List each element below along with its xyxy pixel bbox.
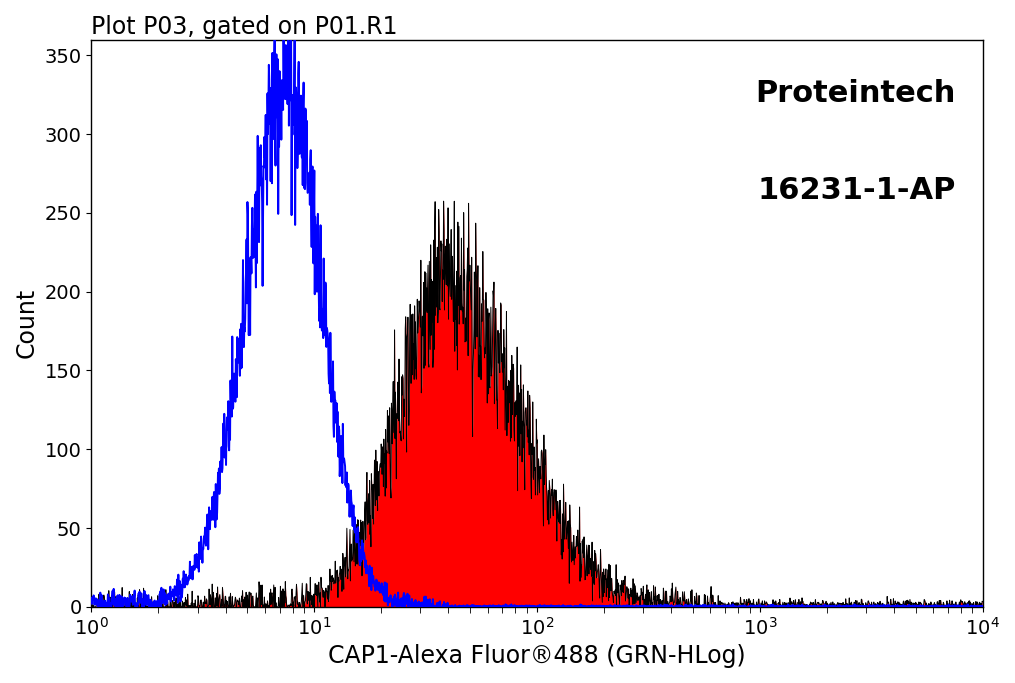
Text: 16231-1-AP: 16231-1-AP: [757, 176, 956, 205]
Text: Proteintech: Proteintech: [755, 79, 956, 109]
Text: Plot P03, gated on P01.R1: Plot P03, gated on P01.R1: [91, 15, 398, 39]
X-axis label: CAP1-Alexa Fluor®488 (GRN-HLog): CAP1-Alexa Fluor®488 (GRN-HLog): [328, 644, 746, 668]
Y-axis label: Count: Count: [15, 288, 39, 359]
